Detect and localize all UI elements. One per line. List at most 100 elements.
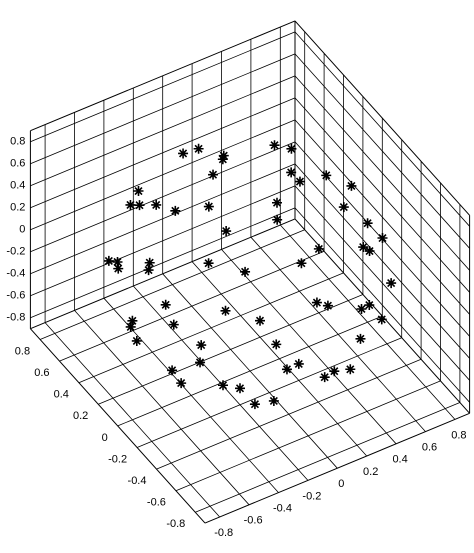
point	[133, 186, 144, 197]
point	[167, 365, 178, 376]
z-tick-label: -0.8	[6, 312, 25, 324]
grid-line	[136, 337, 402, 448]
point	[364, 246, 375, 257]
x-tick-label: 0.8	[451, 429, 466, 441]
point	[321, 170, 332, 181]
point	[377, 233, 388, 244]
y-tick-label: 0.2	[73, 410, 88, 422]
point	[364, 300, 375, 311]
point	[281, 364, 292, 375]
grid-line	[294, 207, 470, 403]
grid-line	[294, 53, 470, 249]
point	[113, 263, 124, 274]
point	[294, 176, 305, 187]
grid-line	[30, 185, 296, 297]
grid-line	[30, 53, 296, 165]
point	[195, 357, 206, 368]
point	[103, 255, 114, 266]
axis-edge	[294, 20, 470, 216]
point	[269, 140, 280, 151]
point	[127, 315, 138, 326]
grid-line	[30, 163, 296, 275]
x-tick-label: -0.4	[273, 503, 292, 515]
point	[131, 335, 142, 346]
point	[356, 303, 367, 314]
point	[329, 366, 340, 377]
point	[125, 199, 136, 210]
point	[144, 257, 155, 268]
point	[362, 218, 373, 229]
axis-edge	[204, 412, 470, 524]
point	[319, 372, 330, 383]
x-tick-label: -0.6	[244, 515, 263, 527]
grid-line	[195, 402, 461, 513]
point	[346, 180, 357, 191]
grid-line	[175, 380, 441, 492]
point	[193, 143, 204, 154]
point	[178, 148, 189, 159]
y-tick-label: 0.4	[54, 389, 69, 401]
z-tick-label: -0.6	[6, 290, 25, 302]
point	[322, 300, 333, 311]
z-tick-label: -0.2	[6, 246, 25, 258]
y-tick-label: -0.6	[147, 497, 166, 509]
z-tick-label: 0	[19, 224, 25, 236]
x-tick-label: 0	[338, 478, 344, 490]
point	[203, 201, 214, 212]
point	[386, 278, 397, 289]
grid-line	[294, 75, 470, 271]
y-tick-label: -0.4	[128, 475, 147, 487]
point	[220, 305, 231, 316]
point	[249, 399, 260, 410]
y-tick-label: -0.2	[108, 453, 127, 465]
grid-line	[294, 119, 470, 315]
point	[272, 197, 282, 208]
x-tick-label: -0.2	[302, 490, 321, 502]
grid-line	[30, 141, 296, 253]
y-tick-label: 0.8	[15, 345, 30, 357]
grid-line	[156, 358, 422, 470]
point	[286, 167, 297, 178]
axis-edge	[30, 218, 296, 330]
x-tick-label: 0.4	[392, 454, 407, 466]
point	[286, 143, 297, 154]
z-tick-label: -0.4	[6, 268, 25, 280]
grid-line	[294, 31, 470, 227]
axis-edge	[30, 20, 296, 132]
grid-line	[30, 97, 296, 209]
point	[125, 321, 136, 332]
grid-line	[30, 75, 296, 187]
point	[311, 297, 322, 308]
point	[358, 242, 369, 253]
x-tick-label: 0.2	[363, 466, 378, 478]
point	[313, 243, 324, 254]
point	[143, 265, 154, 276]
y-tick-label: 0	[102, 432, 108, 444]
point	[255, 315, 265, 326]
axis-edge	[30, 328, 206, 524]
point	[168, 319, 179, 330]
grid-line	[30, 207, 296, 319]
point	[293, 358, 304, 369]
grid-line	[294, 185, 470, 381]
point	[217, 154, 228, 165]
x-tick-label: 0.6	[422, 442, 437, 454]
point	[376, 314, 387, 325]
z-tick-label: 0.6	[10, 158, 25, 170]
point	[170, 205, 181, 216]
point	[240, 266, 251, 277]
grid-line	[59, 250, 325, 362]
point	[345, 364, 356, 375]
grid-line	[39, 229, 305, 340]
grid-line	[30, 31, 296, 143]
grid-line	[117, 315, 383, 427]
point	[176, 378, 187, 389]
point	[271, 339, 282, 350]
grid-line	[294, 97, 470, 293]
y-tick-label: 0.6	[34, 367, 49, 379]
grid-line	[98, 294, 364, 405]
point	[134, 200, 145, 211]
z-tick-label: 0.4	[10, 180, 25, 192]
point	[196, 340, 207, 351]
